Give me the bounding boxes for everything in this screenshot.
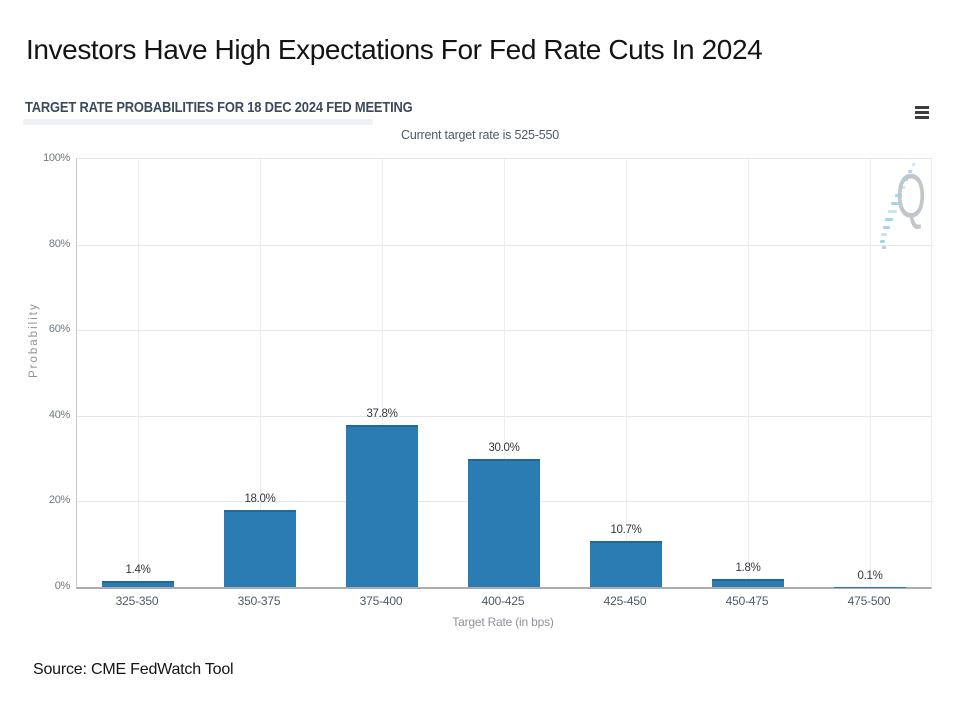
x-gridline [138, 159, 139, 587]
x-gridline [626, 159, 627, 587]
watermark-dash [903, 178, 908, 181]
y-tick-label: 80% [48, 237, 70, 250]
y-tick-label: 60% [48, 323, 70, 336]
bar-value-label: 0.1% [857, 569, 883, 582]
bar-450-475[interactable] [712, 579, 784, 587]
bar-475-500[interactable] [834, 586, 906, 587]
watermark-dash [908, 170, 912, 173]
x-tick-label: 400-425 [481, 594, 525, 608]
x-gridline [260, 159, 261, 587]
bar-375-400[interactable] [346, 425, 418, 587]
y-axis-title: Probability [27, 302, 40, 378]
hamburger-menu-icon[interactable] [915, 106, 929, 122]
x-tick-label: 425-450 [603, 594, 647, 608]
bar-value-label: 30.0% [488, 441, 520, 454]
x-tick-label: 350-375 [237, 594, 281, 608]
x-tick-label: 475-500 [847, 594, 891, 608]
watermark-dash [882, 246, 886, 249]
watermark-dash [888, 210, 897, 213]
plot-area: 1.4% 18.0% 37.8% 30.0% 10.7% 1.8% 0.1% [76, 158, 932, 589]
bar-value-label: 37.8% [366, 408, 398, 421]
hamburger-bar [915, 116, 929, 119]
x-axis-title: Target Rate (in bps) [452, 615, 554, 629]
bar-325-350[interactable] [102, 581, 174, 587]
bar-value-label: 1.4% [125, 564, 151, 577]
watermark-dash [895, 194, 902, 197]
watermark-dash [891, 202, 900, 205]
x-gridline [870, 159, 871, 587]
watermark-dash [885, 218, 893, 221]
q-watermark-logo: Q [872, 156, 936, 249]
chart-title-underline [23, 119, 373, 125]
bar-value-label: 18.0% [244, 492, 276, 505]
watermark-dash [883, 226, 890, 229]
y-tick-label: 0% [54, 580, 71, 592]
x-gridline [504, 159, 505, 587]
hamburger-bar [915, 106, 929, 109]
chart-subtitle: Current target rate is 525-550 [401, 128, 559, 142]
watermark-dash [912, 163, 915, 166]
source-text: Source: CME FedWatch Tool [33, 661, 234, 678]
chart-title: TARGET RATE PROBABILITIES FOR 18 DEC 202… [25, 99, 413, 116]
x-tick-label: 450-475 [725, 594, 769, 608]
bar-value-label: 1.8% [735, 562, 761, 575]
x-gridline [748, 159, 749, 587]
watermark-dash [899, 186, 905, 189]
hamburger-bar [915, 111, 929, 114]
bar-value-label: 10.7% [610, 524, 642, 537]
bar-350-375[interactable] [224, 509, 296, 587]
y-tick-label: 100% [43, 152, 70, 164]
x-tick-label: 375-400 [359, 594, 403, 608]
q-watermark-letter: Q [896, 162, 926, 231]
x-tick-label: 325-350 [115, 594, 159, 608]
y-tick-label: 40% [48, 408, 70, 421]
slide-title: Investors Have High Expectations For Fed… [26, 34, 763, 65]
y-tick-label: 20% [48, 494, 70, 507]
watermark-dash [881, 233, 887, 236]
watermark-dash [880, 240, 885, 243]
bar-425-450[interactable] [590, 541, 662, 587]
x-gridline [382, 159, 383, 587]
bar-400-425[interactable] [468, 458, 540, 587]
